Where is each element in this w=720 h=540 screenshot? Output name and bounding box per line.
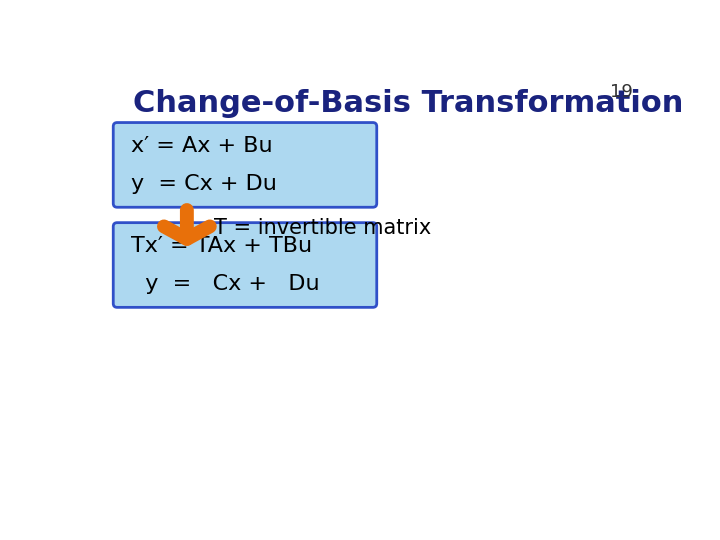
- Text: Change-of-Basis Transformation: Change-of-Basis Transformation: [132, 89, 683, 118]
- FancyBboxPatch shape: [113, 222, 377, 307]
- Text: Tx′ = TAx + TBu: Tx′ = TAx + TBu: [131, 236, 312, 256]
- FancyBboxPatch shape: [113, 123, 377, 207]
- Text: 19: 19: [610, 83, 632, 101]
- Text: y  =   Cx +   Du: y = Cx + Du: [131, 274, 320, 294]
- Text: x′ = Ax + Bu: x′ = Ax + Bu: [131, 136, 273, 156]
- Text: T = invertible matrix: T = invertible matrix: [214, 218, 431, 239]
- Text: y  = Cx + Du: y = Cx + Du: [131, 174, 277, 194]
